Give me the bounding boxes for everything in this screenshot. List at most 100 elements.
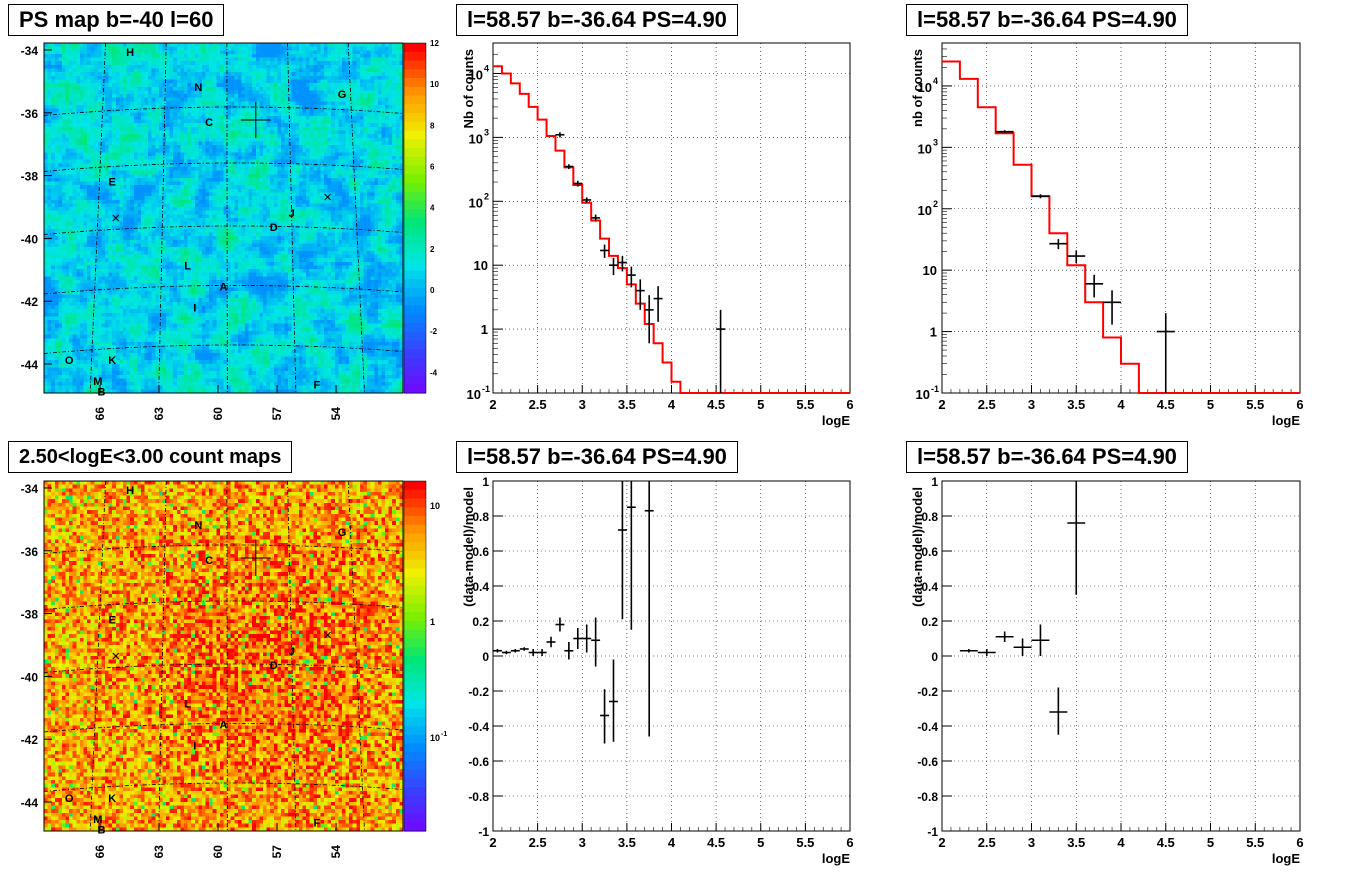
map1-marker-b: B: [97, 387, 105, 399]
map2-marker-m: M: [93, 814, 102, 826]
map2-colorbar-band: [404, 656, 426, 666]
map1-colorbar-tick: 8: [430, 121, 435, 130]
spectrum-left-x-tick-label: 5.5: [796, 397, 814, 412]
map2-marker-g: G: [338, 527, 347, 539]
map2-colorbar-band: [404, 664, 426, 675]
map2-marker-e: E: [109, 615, 116, 627]
map1-lon-tick-label: 54: [329, 407, 343, 421]
map2-colorbar-band: [404, 778, 426, 788]
spectrum-right-x-tick-label: 6: [1296, 397, 1303, 412]
map1-colorbar-band: [404, 165, 426, 175]
map2-lon-line: [89, 480, 106, 832]
spectrum-left-x-tick-label: 3.5: [618, 397, 636, 412]
map1-marker-g: G: [338, 89, 347, 101]
residual-left-y-axis-label: (data-model)/model: [461, 487, 476, 607]
map2-lat-tick-label: -40: [21, 670, 39, 684]
map2-colorbar-frame: [403, 480, 427, 832]
map2-colorbar-band: [404, 586, 426, 596]
residual-left-y-tick-label: -1: [478, 825, 489, 839]
map1-marker-k: K: [108, 355, 116, 367]
residual-right-x-tick-label: 6: [1296, 835, 1303, 850]
map2-marker-j: J: [289, 646, 295, 658]
residual-left-y-tick-label: 0.6: [472, 545, 489, 559]
map1-colorbar-band: [404, 104, 426, 114]
map2-lon-tick-label: 60: [211, 845, 225, 859]
map2-marker-f: F: [313, 818, 320, 830]
residual-left-x-tick-label: 3.5: [618, 835, 636, 850]
map2-frame: [43, 480, 404, 832]
map1-x-marker: [324, 193, 331, 201]
spectrum-right-x-tick-label: 4.5: [1157, 397, 1175, 412]
map2-lat-line: [43, 600, 404, 610]
map2-colorbar-band: [404, 682, 426, 692]
residual-left-y-tick-label: 0.8: [472, 510, 489, 524]
spectrum-right-y-tick-label: 10: [918, 203, 932, 218]
map1-lon-line: [347, 42, 365, 394]
map1-colorbar-band: [404, 218, 426, 228]
residual-right-y-tick-label: -0.4: [917, 720, 938, 734]
map1-colorbar-tick: 10: [430, 80, 439, 89]
residual-right-y-tick-label: 0.2: [921, 615, 938, 629]
spectrum-left-x-tick-label: 3: [579, 397, 586, 412]
map1-colorbar-band: [404, 139, 426, 149]
residual-right-x-tick-label: 2.5: [978, 835, 996, 850]
map1-colorbar-tick: -4: [430, 368, 438, 377]
map1-x-marker: [112, 214, 120, 222]
spectrum-right-x-tick-label: 5: [1207, 397, 1214, 412]
residual-right-x-tick-label: 3: [1028, 835, 1035, 850]
residual-left-y-tick-label: -0.6: [468, 755, 489, 769]
map1-colorbar-tick: 12: [430, 39, 439, 48]
map2-lat-tick-label: -34: [21, 482, 39, 496]
map2-colorbar-band: [404, 551, 426, 561]
map1-lon-tick-label: 60: [211, 407, 225, 421]
map2-x-marker: [112, 652, 120, 660]
residual-left-y-tick-label: 0.2: [472, 615, 489, 629]
residual-left-y-tick-label: -0.4: [468, 720, 489, 734]
residual-right-x-tick-label: 3.5: [1067, 835, 1085, 850]
map1-colorbar-band: [404, 191, 426, 202]
map2-marker-h: H: [126, 485, 134, 497]
map1-colorbar-band: [404, 200, 426, 210]
map1-colorbar-band: [404, 78, 426, 88]
map2-colorbar-band: [404, 673, 426, 683]
spectrum-left-y-tick-exp: 2: [484, 191, 489, 201]
spectrum-left-x-tick-label: 2: [489, 397, 496, 412]
map1-colorbar-band: [404, 314, 426, 324]
map2-marker-d: D: [270, 660, 278, 672]
map1-colorbar-band: [404, 279, 426, 289]
map2-lat-tick-label: -42: [21, 733, 39, 747]
map2-lat-line: [43, 544, 404, 554]
residual-right-y-tick-label: 0.6: [921, 545, 938, 559]
map1-marker-h: H: [126, 47, 134, 59]
residual-right-y-tick-label: -0.2: [917, 685, 938, 699]
residual-left-y-tick-label: 0: [482, 650, 489, 664]
residual-right-y-tick-label: -0.8: [917, 790, 938, 804]
spectrum-right-y-tick-label: 10: [918, 80, 932, 95]
map1-marker-f: F: [313, 380, 320, 392]
spectrum-right-y-tick-exp: 3: [933, 137, 938, 147]
map2-colorbar-band: [404, 726, 426, 736]
map2-colorbar-tick: 1: [430, 617, 435, 627]
map2-colorbar-band: [404, 577, 426, 587]
map1-lon-tick-label: 63: [152, 407, 166, 421]
map1-colorbar-band: [404, 51, 426, 62]
map2-colorbar-band: [404, 568, 426, 578]
residual-right-y-tick-label: -1: [927, 825, 938, 839]
map2-lon-line: [347, 480, 365, 832]
map1-lon-line: [287, 42, 297, 394]
map1-colorbar-band: [404, 305, 426, 315]
residual-left-x-tick-label: 3: [579, 835, 586, 850]
residual-right-y-tick-label: 1: [931, 475, 938, 489]
map2-colorbar-band: [404, 822, 426, 832]
map2-colorbar-band: [404, 743, 426, 753]
spectrum-right-y-tick-exp: 4: [933, 76, 938, 86]
residual-left-grid: [492, 480, 851, 832]
map2-lat-tick-label: -44: [21, 796, 39, 810]
map1-colorbar-band: [404, 174, 426, 184]
map1-lat-tick-label: -38: [21, 170, 39, 184]
residual-left-x-tick-label: 2: [489, 835, 496, 850]
spectrum-left-x-tick-label: 4: [668, 397, 676, 412]
map2-lon-line: [158, 480, 167, 832]
map2-colorbar-band: [404, 699, 426, 710]
residual-left-x-tick-label: 2.5: [529, 835, 547, 850]
